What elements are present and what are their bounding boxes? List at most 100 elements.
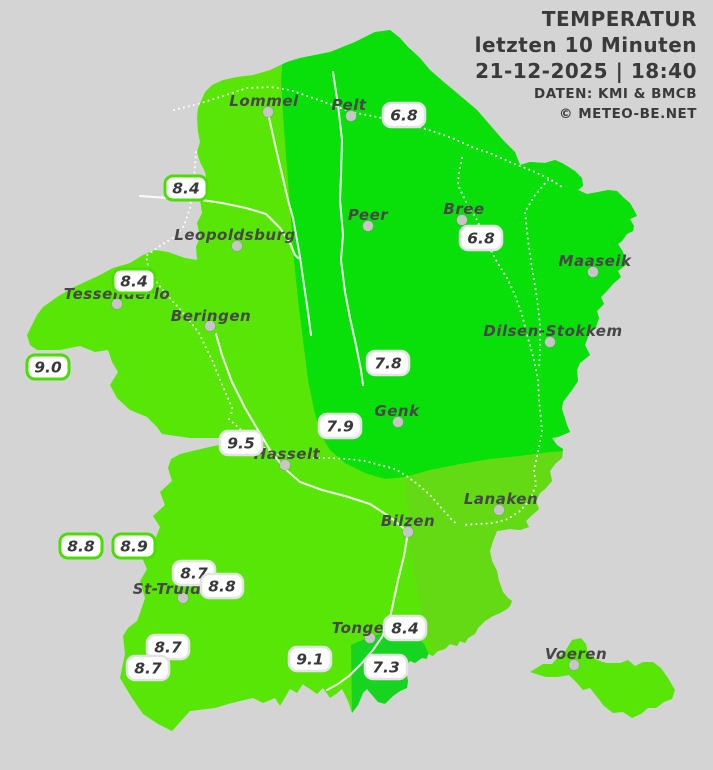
city-dot-pelt <box>345 110 357 122</box>
city-dot-bree <box>456 214 468 226</box>
city-maaseik: Maaseik <box>559 252 632 278</box>
city-label-lommel: Lommel <box>229 92 299 110</box>
temp-badge-frame <box>58 532 104 560</box>
temp-badge-8-4-1: 8.4 <box>163 174 209 202</box>
temp-badge-value: 9.5 <box>227 435 254 453</box>
temp-badge-value: 8.8 <box>208 578 236 596</box>
temp-zone-lanaken <box>405 446 637 656</box>
city-pelt: Pelt <box>331 96 366 122</box>
city-bree: Bree <box>443 200 484 226</box>
city-dot-peer <box>362 220 374 232</box>
temp-badge-8-8-11: 8.8 <box>199 572 245 600</box>
temp-badge-value: 8.9 <box>120 538 148 556</box>
temp-badge-frame <box>111 267 157 295</box>
temp-badge-frame <box>381 101 427 129</box>
temp-badge-6-8-0: 6.8 <box>381 101 427 129</box>
temp-badge-8-4-3: 8.4 <box>111 267 157 295</box>
city-dot-hasselt <box>279 459 291 471</box>
temp-badge-value: 6.8 <box>390 107 418 125</box>
temp-badge-7-3-16: 7.3 <box>363 653 409 681</box>
map-datetime: 21-12-2025 | 18:40 <box>475 59 697 83</box>
city-label-peer: Peer <box>348 206 389 224</box>
city-label-genk: Genk <box>374 402 420 420</box>
temp-badge-frame <box>363 653 409 681</box>
temp-badge-7-8-5: 7.8 <box>365 349 411 377</box>
temp-badge-frame <box>218 429 264 457</box>
city-lanaken: Lanaken <box>464 490 538 516</box>
city-voeren: Voeren <box>545 645 607 671</box>
map-header: TEMPERATUR letzten 10 Minuten 21-12-2025… <box>475 6 697 123</box>
city-dot-bilzen <box>402 526 414 538</box>
temp-badge-value: 8.7 <box>134 660 162 678</box>
temp-badge-frame <box>199 572 245 600</box>
city-beringen: Beringen <box>171 307 251 332</box>
temp-badge-value: 6.8 <box>467 230 495 248</box>
river-line <box>332 71 364 386</box>
boundary-line <box>228 418 459 526</box>
city-dot-lanaken <box>493 504 505 516</box>
temp-badge-value: 9.1 <box>296 651 323 669</box>
city-dot-tongeren <box>364 632 376 644</box>
temp-badge-frame <box>317 412 363 440</box>
city-dot-genk <box>392 416 404 428</box>
city-label-pelt: Pelt <box>331 96 366 114</box>
temp-badge-frame <box>287 645 333 673</box>
temp-badge-value: 8.8 <box>67 538 95 556</box>
city-label-maaseik: Maaseik <box>559 252 632 270</box>
temp-badge-value: 8.4 <box>391 620 418 638</box>
temp-badge-value: 8.7 <box>154 639 182 657</box>
city-dot-dilsen-stokkem <box>544 336 556 348</box>
district-boundary-lines <box>145 86 563 526</box>
city-label-bree: Bree <box>443 200 484 218</box>
city-dilsen-stokkem: Dilsen-Stokkem <box>483 322 622 348</box>
city-leopoldsburg: Leopoldsburg <box>174 226 295 252</box>
city-dot-maaseik <box>587 266 599 278</box>
city-label-lanaken: Lanaken <box>464 490 538 508</box>
data-source: DATEN: KMI & BMCB <box>534 86 697 102</box>
temp-badge-6-8-2: 6.8 <box>458 224 504 252</box>
city-lommel: Lommel <box>229 92 299 118</box>
boundary-line <box>457 157 543 526</box>
temp-badge-8-4-15: 8.4 <box>382 614 428 642</box>
city-label-hasselt: Hasselt <box>254 445 321 463</box>
boundary-line <box>145 151 233 418</box>
temp-badge-frame <box>111 532 157 560</box>
temp-badge-value: 7.3 <box>372 659 399 677</box>
temp-badge-value: 7.8 <box>374 355 402 373</box>
city-bilzen: Bilzen <box>381 512 435 538</box>
city-genk: Genk <box>374 402 420 428</box>
temp-badge-7-9-6: 7.9 <box>317 412 363 440</box>
map-subtitle: letzten 10 Minuten <box>474 33 697 57</box>
temp-badge-8-7-13: 8.7 <box>125 654 171 682</box>
city-dot-beringen <box>204 320 216 332</box>
temp-badge-9-0-4: 9.0 <box>25 353 71 381</box>
temp-badge-frame <box>365 349 411 377</box>
boundary-line <box>524 179 549 369</box>
temp-badge-frame <box>125 654 171 682</box>
city-label-beringen: Beringen <box>171 307 251 325</box>
temperature-badges-layer: 6.8 8.4 6.8 8.4 9.0 7.8 7.9 9.5 8.8 8.9 8.7 8.8 8.7 8… <box>25 101 504 682</box>
river-line <box>267 112 312 336</box>
city-dot-st-truiden <box>177 592 189 604</box>
city-label-bilzen: Bilzen <box>381 512 435 530</box>
temp-badge-value: 9.0 <box>34 359 62 377</box>
temp-badge-frame <box>458 224 504 252</box>
city-label-voeren: Voeren <box>545 645 607 663</box>
temp-badge-value: 8.4 <box>172 180 199 198</box>
temp-badge-frame <box>25 353 71 381</box>
copyright: © METEO-BE.NET <box>559 105 697 122</box>
temp-badge-value: 7.9 <box>326 418 354 436</box>
city-dot-lommel <box>262 106 274 118</box>
temp-badge-value: 8.4 <box>120 273 147 291</box>
voeren-exclave-shape <box>530 638 675 718</box>
city-peer: Peer <box>348 206 389 232</box>
city-dot-leopoldsburg <box>231 240 243 252</box>
city-dot-tessenderlo <box>111 298 123 310</box>
temp-badge-9-1-14: 9.1 <box>287 645 333 673</box>
map-title: TEMPERATUR <box>541 7 697 31</box>
city-label-dilsen-stokkem: Dilsen-Stokkem <box>483 322 622 340</box>
temp-badge-8-9-9: 8.9 <box>111 532 157 560</box>
